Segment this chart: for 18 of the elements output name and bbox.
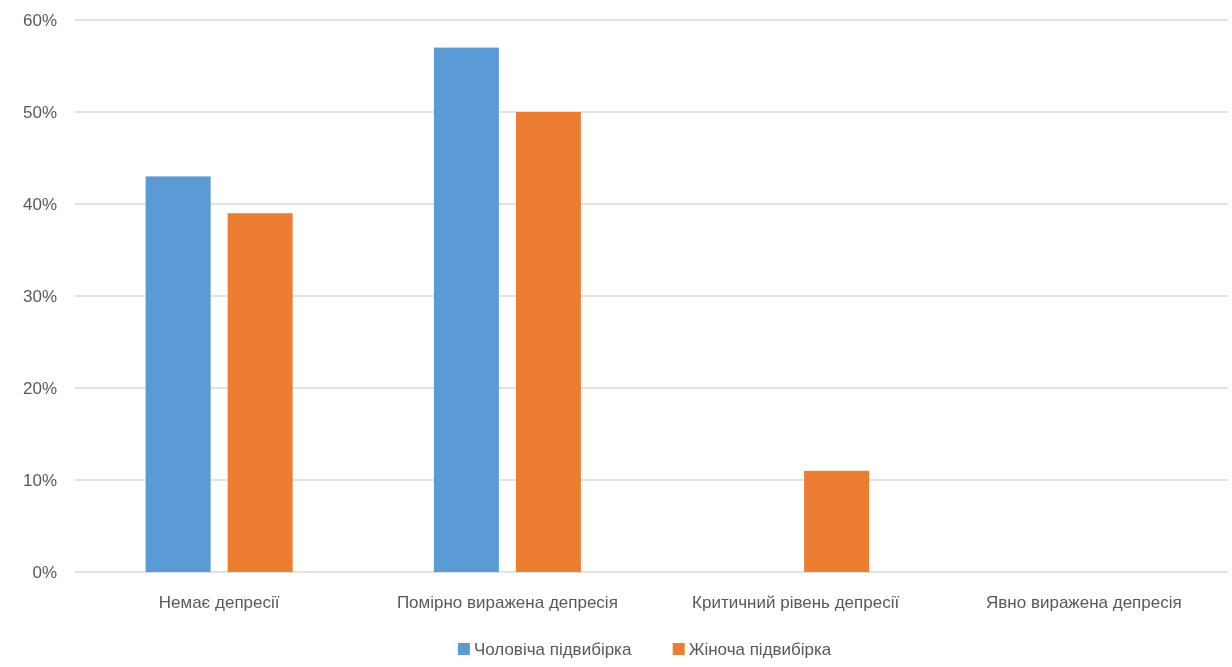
bar <box>515 112 581 572</box>
legend-label: Жіноча підвибірка <box>688 640 832 659</box>
y-tick-label: 40% <box>22 194 57 214</box>
y-tick-label: 50% <box>22 102 57 122</box>
y-tick-label: 30% <box>22 286 57 306</box>
x-tick-label: Помірно виражена депресія <box>396 593 618 612</box>
bar <box>227 213 293 572</box>
bar <box>804 470 870 572</box>
bar <box>433 47 499 572</box>
y-tick-label: 0% <box>32 562 57 582</box>
y-tick-label: 60% <box>22 10 57 30</box>
x-tick-label: Критичний рівень депресії <box>692 593 900 612</box>
x-tick-label: Немає депресії <box>158 593 280 612</box>
bar <box>145 176 211 572</box>
legend-label: Чоловіча підвибірка <box>473 640 632 659</box>
y-tick-label: 20% <box>22 378 57 398</box>
y-tick-label: 10% <box>22 470 57 490</box>
x-tick-label: Явно виражена депресія <box>986 593 1182 612</box>
